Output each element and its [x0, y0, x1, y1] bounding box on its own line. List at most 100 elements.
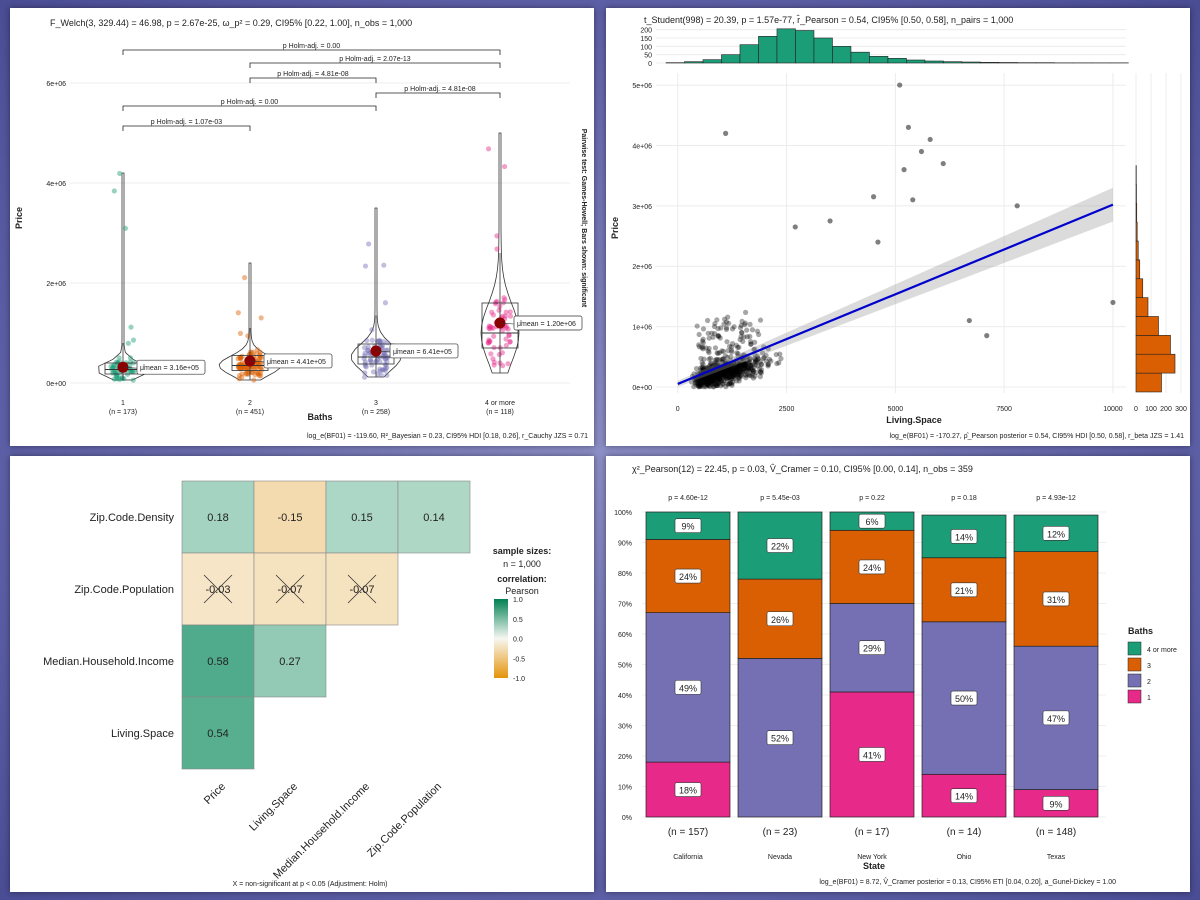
- segment-label: 24%: [679, 572, 697, 582]
- group-n-label: (n = 451): [236, 409, 264, 416]
- scatter-point: [738, 322, 744, 329]
- scatter-point: [693, 379, 700, 386]
- jitter-point: [247, 349, 254, 355]
- pairwise-label: p Holm-adj. = 4.81e-08: [277, 71, 349, 78]
- y-axis-title: Price: [14, 207, 24, 229]
- segment-label: 29%: [863, 644, 881, 654]
- jitter-point: [238, 361, 244, 368]
- y-tick-label: 30%: [618, 724, 632, 731]
- scatter-point: [722, 370, 728, 376]
- scatter-point: [725, 314, 731, 320]
- scatter-point: [702, 373, 709, 379]
- segment-label-box: [674, 782, 702, 797]
- scatter-point: [742, 363, 748, 369]
- jitter-point: [384, 340, 391, 346]
- jitter-point: [503, 336, 509, 342]
- scatter-point: [750, 368, 757, 374]
- scatter-point: [761, 354, 767, 361]
- scatter-point: [700, 377, 706, 384]
- scatter-point: [695, 380, 701, 387]
- scatter-point: [702, 365, 708, 371]
- right-hist-tick-label: 0: [1134, 406, 1138, 413]
- scatter-point: [692, 381, 698, 387]
- scatter-point: [714, 371, 720, 377]
- scatter-point: [717, 335, 723, 341]
- scatter-point: [731, 369, 737, 375]
- scatter-point: [700, 326, 707, 332]
- x-axis-title: Baths: [307, 412, 332, 422]
- scatter-point: [905, 124, 912, 130]
- jitter-point: [491, 362, 497, 368]
- scatter-point: [709, 378, 716, 384]
- heatmap-cell-value: 0.58: [207, 656, 228, 668]
- scatter-point: [749, 362, 755, 368]
- scatter-point: [706, 375, 713, 381]
- scatter-point: [742, 361, 749, 368]
- scatter-point: [743, 372, 749, 378]
- jitter-point: [258, 364, 264, 370]
- scatter-point: [723, 319, 730, 325]
- jitter-point: [249, 369, 256, 376]
- scatter-point: [741, 363, 747, 369]
- scatter-point: [718, 370, 724, 376]
- scatter-point: [701, 379, 707, 386]
- violin-outline: [480, 132, 520, 374]
- scatter-point: [714, 368, 721, 374]
- scatter-point: [743, 364, 749, 370]
- scatter-point: [729, 349, 735, 355]
- scatter-point: [739, 368, 745, 374]
- heatmap-cell-value: -0.07: [277, 584, 302, 596]
- scatter-point: [703, 374, 710, 380]
- jitter-point: [489, 324, 495, 331]
- heatmap-cell-value: -0.03: [205, 584, 230, 596]
- pairwise-label: p Holm-adj. = 1.07e-03: [151, 119, 223, 126]
- scatter-point: [776, 360, 782, 366]
- segment-label-box: [950, 788, 978, 803]
- scatter-point: [724, 354, 730, 361]
- scatter-point: [712, 370, 718, 376]
- jitter-point: [256, 373, 262, 379]
- segment-label-box: [858, 559, 886, 575]
- mean-label-leader: [122, 366, 138, 369]
- scatter-point: [744, 327, 750, 333]
- scatter-point: [723, 369, 729, 375]
- scatter-point: [724, 366, 730, 372]
- scatter-point: [709, 381, 715, 387]
- heatmap-cell-value: 0.54: [207, 728, 228, 740]
- top-hist-tick-label: 50: [644, 53, 652, 60]
- scatter-point: [773, 351, 779, 358]
- scatter-point: [695, 376, 701, 382]
- scatter-point: [736, 344, 742, 350]
- scatter-point: [712, 357, 718, 363]
- scatter-point: [704, 381, 710, 387]
- scatter-point: [718, 370, 724, 376]
- scatter-point: [745, 367, 751, 373]
- scatter-point: [739, 330, 745, 336]
- legend-label: 2: [1147, 679, 1151, 686]
- scatter-point: [704, 380, 710, 386]
- scatter-point: [703, 372, 709, 379]
- scatter-point: [714, 382, 720, 389]
- category-n-label: (n = 23): [763, 827, 798, 838]
- scatter-point: [729, 341, 736, 347]
- y-tick-label: 40%: [618, 693, 632, 700]
- scatter-point: [746, 358, 752, 365]
- scatter-point: [729, 373, 735, 379]
- jitter-point: [364, 337, 370, 344]
- scatter-point: [748, 362, 754, 369]
- jitter-point: [486, 325, 492, 331]
- scatter-point: [759, 362, 765, 368]
- scatter-point: [696, 381, 702, 387]
- jitter-point: [490, 356, 496, 362]
- segment-label: 12%: [1047, 529, 1065, 539]
- jitter-point: [501, 163, 508, 170]
- jitter-point: [128, 368, 134, 375]
- x-tick-label: New York: [857, 854, 887, 861]
- scatter-point: [729, 368, 736, 374]
- scatter-point: [736, 361, 742, 367]
- scatter-point: [749, 373, 755, 379]
- scatter-point: [725, 366, 731, 372]
- scatter-point: [704, 382, 711, 388]
- heatmap-caption: X = non-significant at p < 0.05 (Adjustm…: [233, 881, 388, 888]
- scatter-point: [697, 378, 703, 384]
